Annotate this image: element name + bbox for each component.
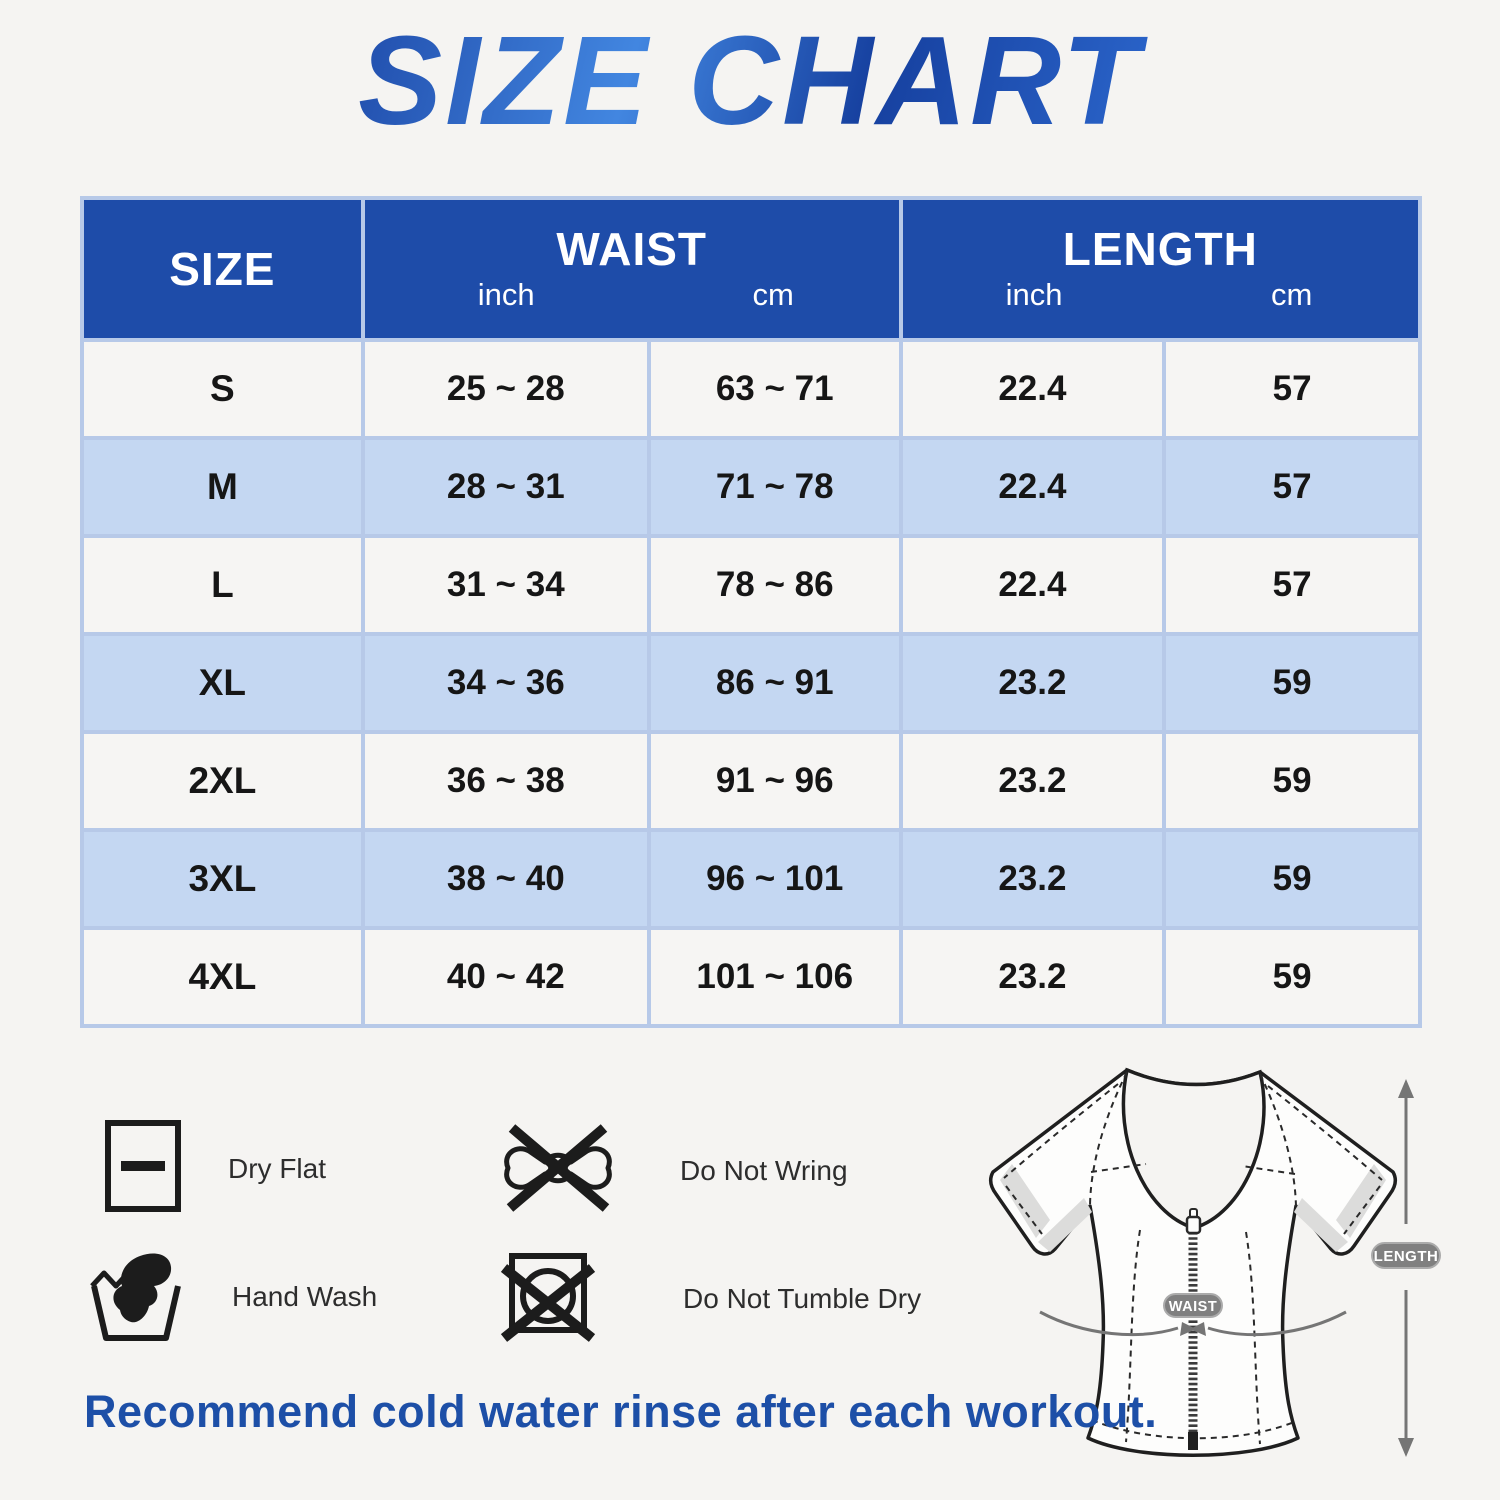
care-item-do-not-tumble-dry: Do Not Tumble Dry xyxy=(500,1248,921,1349)
table-row: S 25 ~ 28 63 ~ 71 22.4 57 xyxy=(84,342,1418,436)
length-unit-cm: cm xyxy=(1271,277,1313,313)
waist-units: inch cm xyxy=(365,277,899,313)
cell-length-cm: 57 xyxy=(1166,538,1418,632)
waist-arrows xyxy=(1039,1310,1347,1337)
cell-waist-inch: 38 ~ 40 xyxy=(364,832,647,926)
cell-length-inch: 23.2 xyxy=(902,734,1163,828)
garment-neckline xyxy=(1121,1067,1266,1230)
cell-length-inch: 22.4 xyxy=(902,440,1163,534)
header-length: LENGTH inch cm xyxy=(902,200,1418,338)
cell-waist-inch: 34 ~ 36 xyxy=(364,636,647,730)
garment-shaded-panels xyxy=(1000,1164,1386,1252)
garment-diagram: WAIST LENGTH xyxy=(950,1052,1460,1500)
table-row: 2XL 36 ~ 38 91 ~ 96 23.2 59 xyxy=(84,734,1418,828)
care-label: Do Not Wring xyxy=(680,1154,848,1186)
cell-length-inch: 23.2 xyxy=(902,832,1163,926)
cell-length-cm: 57 xyxy=(1166,342,1418,436)
cell-size: 2XL xyxy=(84,734,361,828)
do-not-tumble-dry-icon xyxy=(500,1248,596,1349)
cell-length-cm: 59 xyxy=(1166,930,1418,1024)
cell-size: L xyxy=(84,538,361,632)
cell-waist-inch: 40 ~ 42 xyxy=(364,930,647,1024)
cell-waist-inch: 28 ~ 31 xyxy=(364,440,647,534)
cell-length-inch: 23.2 xyxy=(902,636,1163,730)
cell-waist-cm: 78 ~ 86 xyxy=(650,538,899,632)
waist-unit-cm: cm xyxy=(752,277,794,313)
cell-length-cm: 59 xyxy=(1166,832,1418,926)
cell-waist-cm: 96 ~ 101 xyxy=(650,832,899,926)
size-table-header: SIZE WAIST inch cm LENGTH inch cm xyxy=(84,200,1418,338)
cell-length-inch: 23.2 xyxy=(902,930,1163,1024)
waist-pill-label: WAIST xyxy=(1169,1299,1217,1315)
care-item-hand-wash: Hand Wash xyxy=(90,1244,377,1349)
waist-unit-inch: inch xyxy=(477,277,535,313)
header-waist: WAIST inch cm xyxy=(364,200,899,338)
cell-length-cm: 57 xyxy=(1166,440,1418,534)
care-label: Do Not Tumble Dry xyxy=(683,1282,922,1314)
cell-size: 4XL xyxy=(84,930,361,1024)
size-header-label: SIZE xyxy=(169,242,276,295)
zipper xyxy=(1185,1208,1202,1450)
cell-waist-inch: 31 ~ 34 xyxy=(364,538,647,632)
length-pill-label: LENGTH xyxy=(1374,1248,1439,1265)
cell-size: S xyxy=(84,342,361,436)
cell-waist-inch: 25 ~ 28 xyxy=(364,342,647,436)
size-table-body: S 25 ~ 28 63 ~ 71 22.4 57 M 28 ~ 31 71 ~… xyxy=(84,342,1418,1024)
length-header-label: LENGTH xyxy=(1062,222,1258,275)
cell-length-cm: 59 xyxy=(1166,636,1418,730)
cell-size: 3XL xyxy=(84,832,361,926)
waist-pill: WAIST xyxy=(1163,1293,1223,1318)
table-row: M 28 ~ 31 71 ~ 78 22.4 57 xyxy=(84,440,1418,534)
care-label: Hand Wash xyxy=(232,1280,378,1312)
page-title: SIZE CHART xyxy=(0,8,1500,153)
cell-waist-cm: 63 ~ 71 xyxy=(650,342,899,436)
care-label: Dry Flat xyxy=(228,1152,326,1184)
cell-waist-cm: 86 ~ 91 xyxy=(650,636,899,730)
waist-header-label: WAIST xyxy=(556,222,708,275)
length-unit-inch: inch xyxy=(1005,277,1063,313)
header-size: SIZE xyxy=(84,200,361,338)
cell-size: M xyxy=(84,440,361,534)
do-not-wring-icon xyxy=(498,1116,618,1225)
dry-flat-icon xyxy=(102,1118,184,1219)
care-item-do-not-wring: Do Not Wring xyxy=(498,1116,848,1225)
cell-length-inch: 22.4 xyxy=(902,538,1163,632)
waist-arrowhead-left xyxy=(1190,1322,1206,1336)
cell-waist-cm: 71 ~ 78 xyxy=(650,440,899,534)
cell-length-inch: 22.4 xyxy=(902,342,1163,436)
size-table: SIZE WAIST inch cm LENGTH inch cm xyxy=(80,196,1422,1028)
waist-arrowhead-right xyxy=(1180,1322,1196,1336)
cell-waist-cm: 91 ~ 96 xyxy=(650,734,899,828)
length-arrowhead-down xyxy=(1398,1438,1414,1457)
cell-waist-inch: 36 ~ 38 xyxy=(364,734,647,828)
length-pill: LENGTH xyxy=(1371,1242,1441,1269)
care-item-dry-flat: Dry Flat xyxy=(102,1118,326,1219)
length-units: inch cm xyxy=(903,277,1418,313)
table-row: L 31 ~ 34 78 ~ 86 22.4 57 xyxy=(84,538,1418,632)
header-row: SIZE WAIST inch cm LENGTH inch cm xyxy=(84,200,1418,338)
footnote-text: Recommend cold water rinse after each wo… xyxy=(84,1386,1158,1437)
cell-length-cm: 59 xyxy=(1166,734,1418,828)
table-row: 3XL 38 ~ 40 96 ~ 101 23.2 59 xyxy=(84,832,1418,926)
table-row: XL 34 ~ 36 86 ~ 91 23.2 59 xyxy=(84,636,1418,730)
table-row: 4XL 40 ~ 42 101 ~ 106 23.2 59 xyxy=(84,930,1418,1024)
length-arrowhead-up xyxy=(1398,1079,1414,1098)
garment-outline xyxy=(988,1068,1398,1457)
cell-size: XL xyxy=(84,636,361,730)
cell-waist-cm: 101 ~ 106 xyxy=(650,930,899,1024)
hand-wash-icon xyxy=(90,1244,198,1349)
